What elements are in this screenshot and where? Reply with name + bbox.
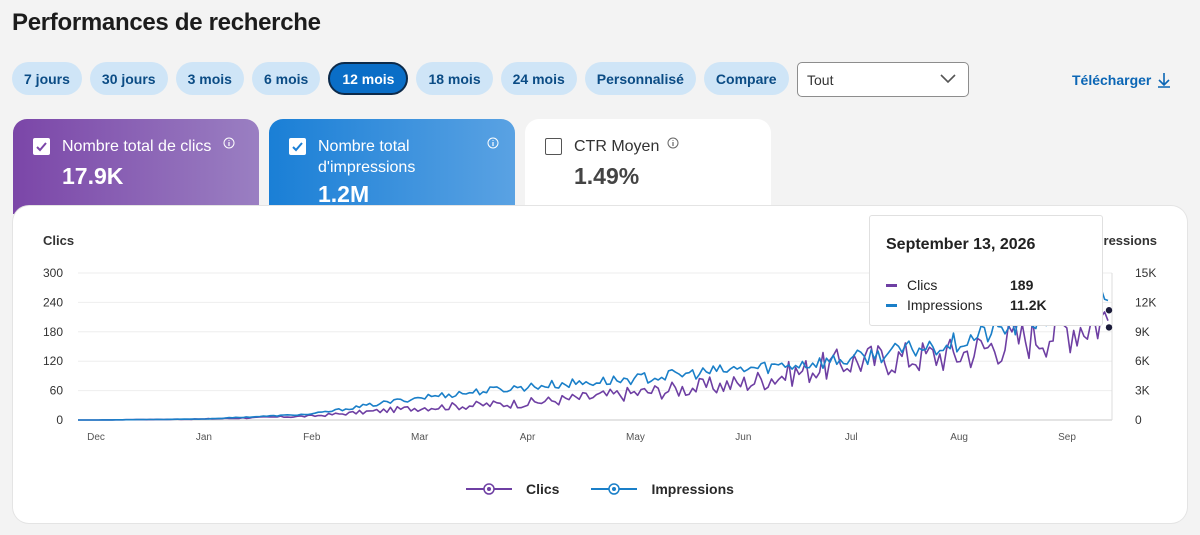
metric-card-impressions[interactable]: Nombre total d'impressions 1.2M bbox=[269, 119, 515, 214]
left-axis-title: Clics bbox=[43, 233, 74, 248]
x-tick-label: Apr bbox=[520, 432, 536, 443]
y-tick-label-left: 240 bbox=[43, 295, 63, 309]
range-3-months-button[interactable]: 3 mois bbox=[175, 62, 244, 95]
range-6-months-button[interactable]: 6 mois bbox=[251, 62, 321, 95]
tooltip-impressions-name: Impressions bbox=[907, 297, 983, 313]
y-tick-label-left: 180 bbox=[43, 325, 63, 339]
x-tick-label: Feb bbox=[303, 432, 321, 443]
metric-label-impressions-line1: Nombre total bbox=[318, 138, 410, 155]
tooltip-row-impressions: Impressions 11.2K bbox=[886, 297, 1047, 313]
legend-item-impressions[interactable]: Impressions bbox=[591, 481, 734, 497]
tooltip-row-clicks: Clics 189 bbox=[886, 277, 1033, 293]
range-24-months-button[interactable]: 24 mois bbox=[500, 62, 577, 95]
info-icon[interactable] bbox=[487, 137, 499, 149]
metric-label-clicks: Nombre total de clics bbox=[62, 138, 212, 155]
range-12-months-button[interactable]: 12 mois bbox=[328, 62, 409, 95]
right-axis-title: ressions bbox=[1104, 233, 1157, 248]
x-tick-label: Jul bbox=[845, 432, 858, 443]
y-tick-label-right: 0 bbox=[1135, 413, 1142, 427]
y-tick-label-right: 3K bbox=[1135, 384, 1150, 398]
clicks-legend-marker-icon bbox=[466, 483, 512, 495]
impressions-swatch bbox=[886, 303, 897, 307]
download-icon bbox=[1158, 73, 1171, 88]
clicks-endpoint-marker bbox=[1105, 324, 1113, 331]
page-title: Performances de recherche bbox=[12, 9, 321, 36]
clicks-series-line bbox=[78, 307, 1109, 421]
metric-card-clicks[interactable]: Nombre total de clics 17.9K bbox=[13, 119, 259, 214]
range-30-days-button[interactable]: 30 jours bbox=[89, 62, 168, 95]
checkmark-icon bbox=[36, 142, 47, 152]
x-tick-label: Sep bbox=[1058, 432, 1076, 443]
info-icon[interactable] bbox=[223, 137, 235, 149]
impressions-series-line bbox=[78, 287, 1109, 421]
tooltip-date: September 13, 2026 bbox=[886, 236, 1036, 253]
y-tick-label-right: 6K bbox=[1135, 354, 1150, 368]
metric-value-ctr: 1.49% bbox=[574, 163, 640, 189]
metric-label-impressions: Nombre total d'impressions bbox=[318, 136, 478, 178]
download-label: Télécharger bbox=[1072, 72, 1152, 88]
legend-label-impressions: Impressions bbox=[651, 481, 734, 497]
ctr-checkbox[interactable] bbox=[545, 138, 562, 155]
y-tick-label-right: 9K bbox=[1135, 325, 1150, 339]
metric-label-ctr: CTR Moyen bbox=[574, 138, 660, 155]
impressions-legend-marker-icon bbox=[591, 483, 638, 495]
range-7-days-button[interactable]: 7 jours bbox=[12, 62, 82, 95]
tooltip-clicks-name: Clics bbox=[907, 277, 938, 293]
range-selector: 7 jours 30 jours 3 mois 6 mois 12 mois 1… bbox=[12, 62, 789, 96]
y-tick-label-left: 120 bbox=[43, 354, 63, 368]
x-tick-label: Aug bbox=[950, 432, 968, 443]
tooltip-clicks-value: 189 bbox=[1010, 277, 1034, 293]
metric-label-impressions-line2: d'impressions bbox=[318, 159, 416, 176]
metric-value-impressions: 1.2M bbox=[318, 181, 370, 207]
y-tick-label-left: 300 bbox=[43, 266, 63, 280]
x-tick-label: Jan bbox=[196, 432, 212, 443]
download-button[interactable]: Télécharger bbox=[1072, 72, 1171, 88]
checkmark-icon bbox=[292, 142, 303, 152]
filter-select[interactable]: Tout bbox=[797, 62, 969, 97]
x-tick-label: May bbox=[626, 432, 645, 443]
tooltip-impressions-value: 11.2K bbox=[1010, 297, 1047, 313]
legend-label-clicks: Clics bbox=[526, 481, 560, 497]
y-tick-label-left: 60 bbox=[50, 384, 64, 398]
chart-legend: Clics Impressions bbox=[466, 481, 766, 497]
y-tick-label-right: 12K bbox=[1135, 295, 1156, 309]
filter-select-value: Tout bbox=[807, 71, 834, 88]
clicks-checkbox[interactable] bbox=[33, 138, 50, 155]
clicks-swatch bbox=[886, 283, 897, 287]
x-tick-label: Jun bbox=[735, 432, 751, 443]
metric-card-ctr[interactable]: CTR Moyen 1.49% bbox=[525, 119, 771, 214]
info-icon[interactable] bbox=[667, 137, 679, 149]
x-tick-label: Mar bbox=[411, 432, 429, 443]
legend-item-clicks[interactable]: Clics bbox=[466, 481, 559, 497]
range-18-months-button[interactable]: 18 mois bbox=[416, 62, 493, 95]
range-compare-button[interactable]: Compare bbox=[703, 62, 789, 95]
impressions-endpoint-marker bbox=[1105, 307, 1113, 314]
chevron-down-icon bbox=[940, 74, 956, 84]
x-tick-label: Dec bbox=[87, 432, 105, 443]
y-tick-label-right: 15K bbox=[1135, 266, 1156, 280]
impressions-checkbox[interactable] bbox=[289, 138, 306, 155]
chart-tooltip: September 13, 2026 Clics 189 Impressions… bbox=[869, 215, 1103, 326]
range-custom-button[interactable]: Personnalisé bbox=[584, 62, 696, 95]
metric-value-clicks: 17.9K bbox=[62, 163, 124, 189]
y-tick-label-left: 0 bbox=[56, 413, 63, 427]
